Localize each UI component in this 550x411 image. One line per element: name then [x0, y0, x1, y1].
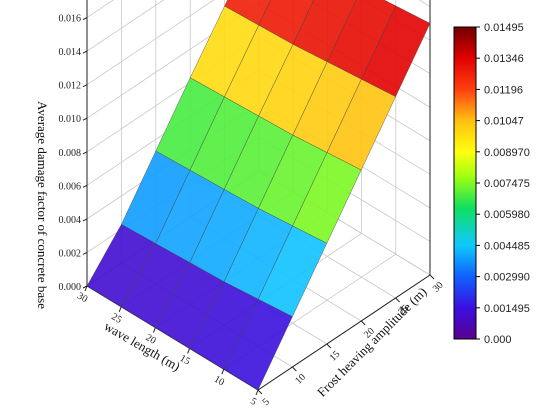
x-tick-mark — [187, 348, 191, 354]
colorbar: 0.01495 0.01346 0.01196 0.01047 0.008970 0.00… — [453, 22, 530, 346]
x-tick-label: 10 — [212, 374, 226, 389]
z-tick-label: 0.016 — [59, 14, 82, 25]
z-tick-label: 0.004 — [59, 215, 82, 226]
colorbar-tick-label: 0.01196 — [484, 84, 523, 96]
y-tick-label: 30 — [431, 280, 446, 295]
x-tick-label: 15 — [178, 353, 192, 368]
z-tick-label: 0.008 — [59, 148, 82, 159]
z-tick-mark — [82, 251, 88, 255]
y-axis-label: Frost heaving amplitude (m) — [314, 284, 430, 400]
back-wall-gridline — [86, 0, 215, 85]
x-tick-label: 5 — [248, 396, 258, 408]
colorbar-tick-label: 0.01495 — [484, 22, 524, 34]
colorbar-tick-label: 0.008970 — [484, 147, 530, 159]
x-tick-label: 20 — [144, 332, 158, 347]
colorbar-tick-label: 0.002990 — [484, 272, 530, 284]
x-tick-mark — [255, 389, 259, 396]
y-tick-label: 5 — [261, 397, 272, 408]
colorbar-tick-label: 0.000 — [484, 334, 512, 346]
y-tick-mark — [429, 274, 435, 280]
colorbar-tick-label: 0.007475 — [484, 178, 530, 190]
colorbar-tick-label: 0.01047 — [484, 116, 524, 128]
colorbar-tick-label: 0.001495 — [484, 303, 530, 315]
y-tick-mark — [360, 320, 366, 326]
z-tick-mark — [82, 50, 88, 54]
y-tick-label: 10 — [293, 372, 308, 387]
x-tick-mark — [152, 327, 156, 333]
z-tick-label: 0.012 — [59, 81, 82, 92]
z-tick-mark — [82, 184, 88, 188]
z-axis-label: Average damage factor of concrete base — [35, 101, 50, 309]
y-tick-mark — [292, 366, 297, 372]
y-tick-mark — [326, 343, 332, 349]
back-wall-gridline — [86, 0, 165, 52]
colorbar-tick-label: 0.01346 — [484, 53, 524, 65]
z-tick-label: 0.000 — [59, 282, 82, 293]
x-tick-mark — [221, 369, 225, 375]
x-tick-mark — [84, 285, 88, 292]
z-tick-mark — [82, 84, 88, 88]
colorbar-scale — [453, 26, 477, 340]
y-axis-line — [257, 274, 431, 391]
x-tick-mark — [118, 306, 122, 312]
colorbar-tick-label: 0.005980 — [484, 209, 530, 221]
x-tick-label: 25 — [109, 311, 123, 326]
z-tick-mark — [82, 151, 88, 155]
z-tick-label: 0.002 — [59, 248, 82, 259]
z-tick-label: 0.014 — [59, 47, 82, 58]
z-tick-label: 0.006 — [59, 181, 82, 192]
surface-patch — [223, 298, 293, 391]
z-tick-mark — [82, 117, 88, 121]
z-tick-mark — [82, 218, 88, 222]
y-tick-mark — [257, 389, 263, 395]
z-tick-mark — [82, 17, 88, 21]
y-tick-mark — [395, 297, 400, 303]
z-tick-label: 0.010 — [59, 114, 82, 125]
colorbar-tick-label: 0.004485 — [484, 240, 530, 252]
x-tick-label: 30 — [75, 291, 89, 306]
